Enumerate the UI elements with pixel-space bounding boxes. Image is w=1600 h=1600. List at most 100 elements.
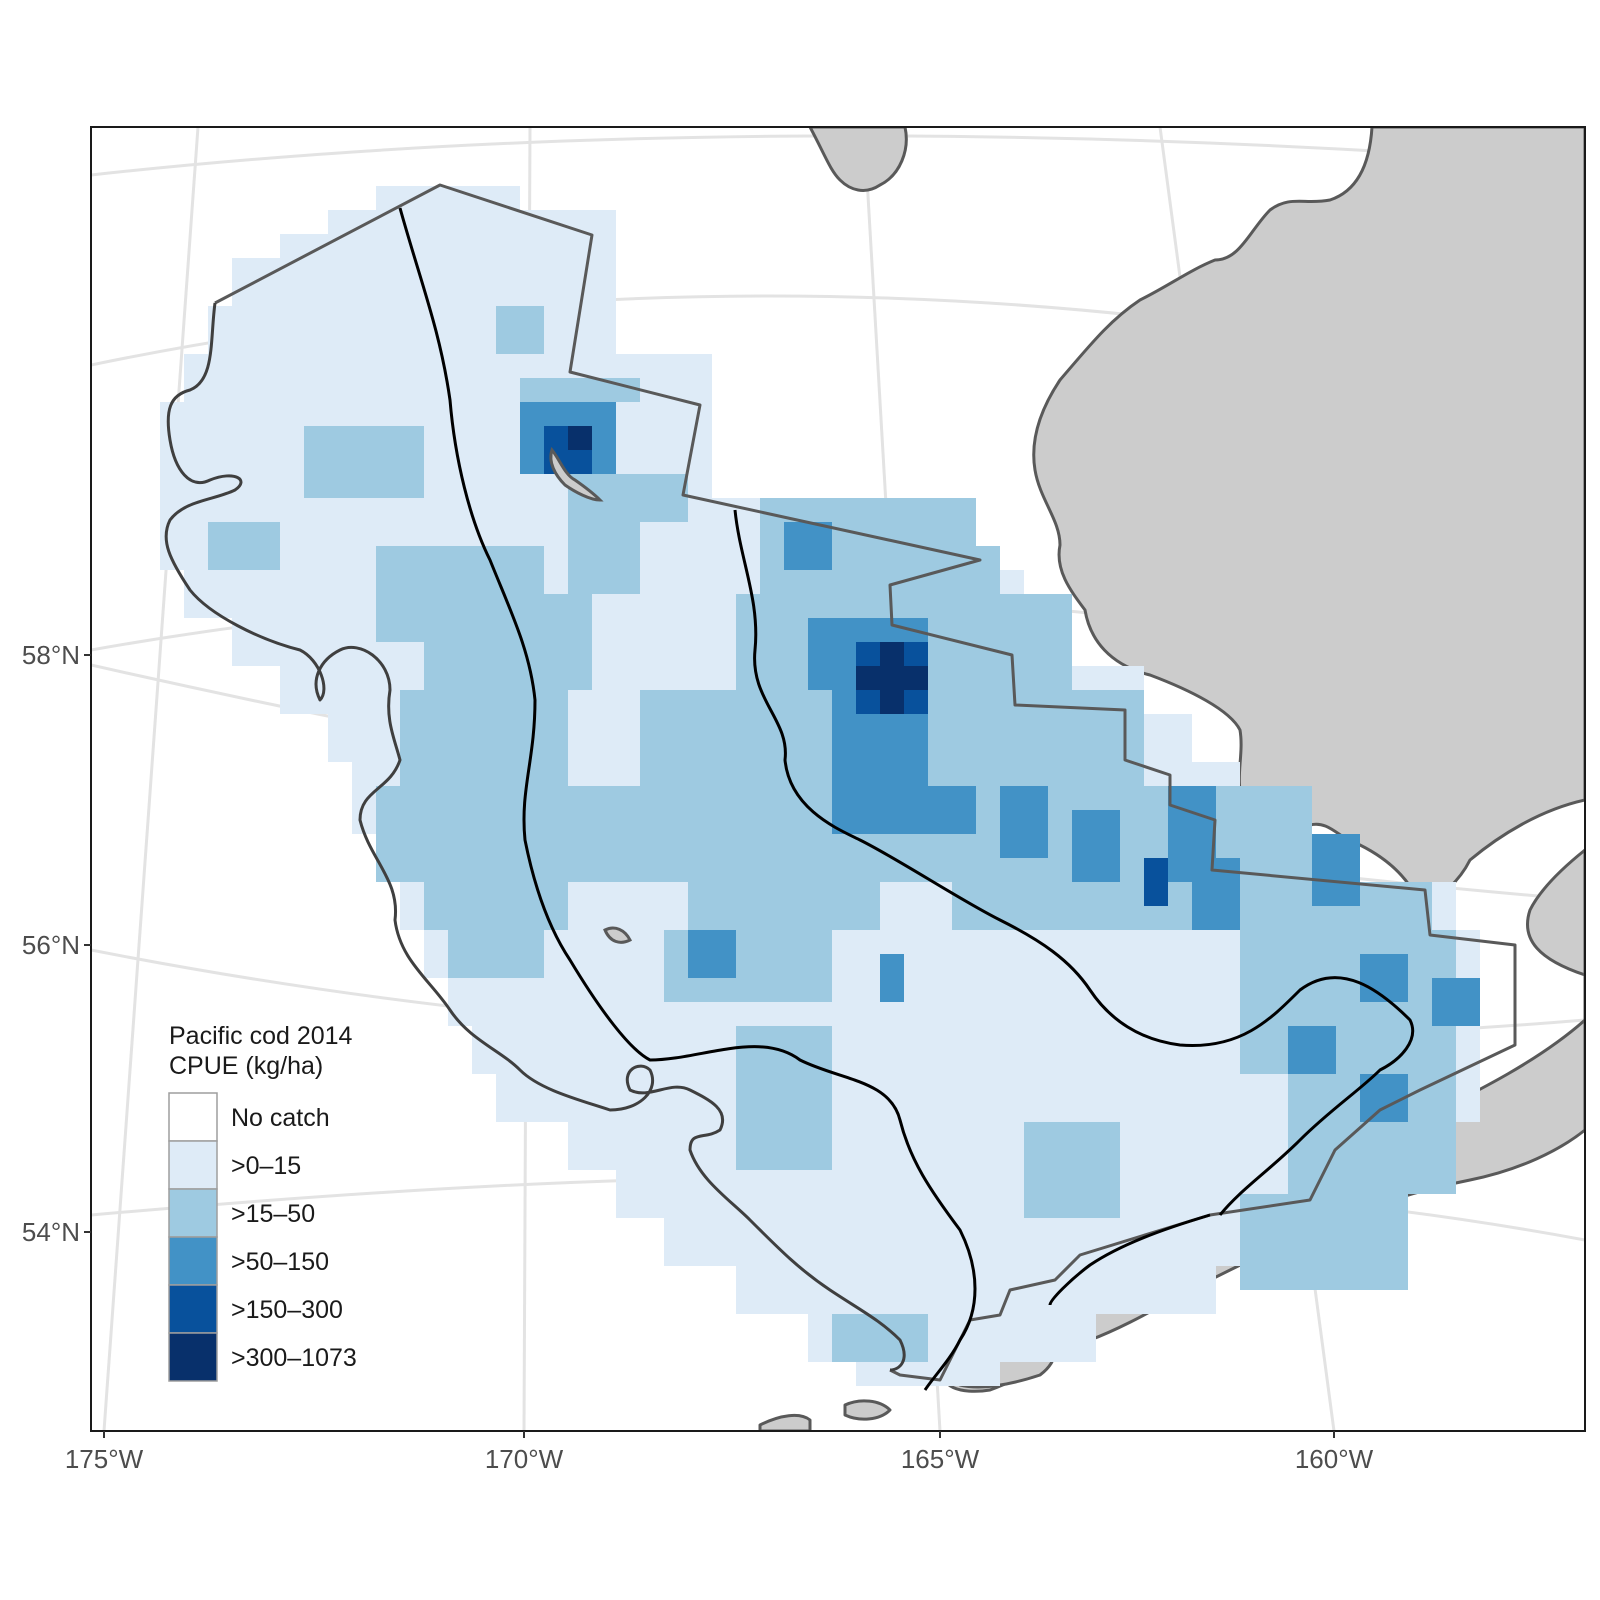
cpue-cell bbox=[448, 930, 544, 954]
cpue-cell bbox=[568, 546, 640, 570]
cpue-cell bbox=[160, 498, 856, 522]
cpue-cell bbox=[424, 642, 592, 666]
cpue-cell bbox=[568, 570, 640, 594]
cpue-cell bbox=[832, 762, 928, 786]
cpue-cell bbox=[1432, 978, 1480, 1002]
cpue-cell bbox=[184, 354, 712, 378]
cpue-cell bbox=[1024, 1146, 1120, 1170]
cpue-cell bbox=[616, 1170, 1408, 1194]
cpue-cell bbox=[424, 882, 568, 906]
cpue-cell bbox=[664, 1242, 1312, 1266]
cpue-cell bbox=[1288, 1026, 1336, 1050]
cpue-cell bbox=[664, 1218, 1312, 1242]
cpue-cell bbox=[304, 474, 424, 498]
land-aleutian-islets bbox=[758, 1413, 812, 1431]
cpue-cell bbox=[520, 378, 640, 402]
cpue-cell bbox=[784, 546, 832, 570]
cpue-cell bbox=[208, 330, 616, 354]
x-axis-label: 165°W bbox=[901, 1444, 980, 1474]
cpue-cell bbox=[400, 690, 568, 714]
cpue-cell bbox=[736, 1098, 832, 1122]
legend-title: Pacific cod 2014 bbox=[169, 1022, 353, 1050]
cpue-cell bbox=[1240, 930, 1456, 954]
cpue-cell bbox=[1144, 858, 1168, 882]
cpue-cell bbox=[880, 642, 904, 666]
depth-contours bbox=[398, 207, 1415, 1391]
land-aleutian-islets-2 bbox=[843, 1399, 892, 1421]
cpue-cell bbox=[736, 1074, 832, 1098]
cpue-cell bbox=[1192, 882, 1240, 906]
slope-edge-line bbox=[164, 302, 906, 1372]
cpue-cell bbox=[1240, 1266, 1408, 1290]
y-axis-labels: 58°N 56°N 54°N bbox=[22, 640, 80, 1247]
survey-boundary-line bbox=[214, 183, 1517, 1382]
cpue-cell bbox=[448, 954, 544, 978]
cpue-cell bbox=[1024, 1194, 1120, 1218]
pribilof-islands bbox=[549, 446, 633, 944]
cpue-cell bbox=[160, 426, 712, 450]
slope-edge bbox=[164, 302, 906, 1372]
legend-swatch bbox=[168, 1332, 218, 1382]
cpue-cell bbox=[1240, 954, 1456, 978]
cpue-cell bbox=[1072, 810, 1120, 834]
cpue-cell bbox=[568, 522, 640, 546]
cpue-cell bbox=[376, 570, 544, 594]
cpue-cell bbox=[160, 402, 712, 426]
cpue-cell bbox=[304, 426, 424, 450]
cpue-cell bbox=[160, 450, 712, 474]
cpue-cell bbox=[880, 954, 904, 978]
land-st-george-island bbox=[603, 926, 633, 944]
legend-swatch bbox=[168, 1188, 218, 1238]
cpue-cell bbox=[1024, 1122, 1120, 1146]
cpue-cell bbox=[400, 738, 568, 762]
cpue-cell bbox=[760, 498, 976, 522]
cpue-cell bbox=[424, 666, 592, 690]
cpue-cell bbox=[1360, 1074, 1408, 1098]
cpue-cell bbox=[232, 258, 616, 282]
cpue-cell bbox=[568, 426, 592, 450]
legend-label: >50–150 bbox=[231, 1248, 329, 1276]
cpue-cell bbox=[1024, 1170, 1120, 1194]
cpue-cell bbox=[424, 618, 592, 642]
cpue-cell bbox=[1168, 834, 1216, 858]
cpue-cell bbox=[1000, 834, 1048, 858]
cpue-cell bbox=[1288, 1146, 1456, 1170]
cpue-cell bbox=[304, 450, 424, 474]
legend-label: >0–15 bbox=[231, 1152, 301, 1180]
cpue-cell bbox=[832, 1338, 928, 1362]
cpue-cell bbox=[832, 810, 976, 834]
graticule-parallel-60 bbox=[91, 134, 1585, 177]
contour-outer-shelf bbox=[733, 509, 1415, 1216]
x-axis-label: 160°W bbox=[1295, 1444, 1374, 1474]
cpue-cell bbox=[496, 330, 544, 354]
cpue-cell bbox=[688, 882, 880, 906]
cpue-cell bbox=[1312, 834, 1360, 858]
cpue-cell bbox=[400, 714, 568, 738]
land-alaska-mainland bbox=[1032, 127, 1585, 907]
cpue-cell bbox=[1312, 882, 1360, 906]
legend-swatch bbox=[168, 1236, 218, 1286]
cpue-cell bbox=[832, 1314, 928, 1338]
cpue-cell bbox=[664, 978, 832, 1002]
legend-label: >15–50 bbox=[231, 1200, 315, 1228]
cpue-cell bbox=[1000, 786, 1048, 810]
cpue-cell bbox=[1240, 1050, 1456, 1074]
cpue-cell bbox=[208, 306, 616, 330]
cpue-cell bbox=[832, 738, 928, 762]
legend-swatch bbox=[168, 1140, 218, 1190]
cpue-cell bbox=[880, 690, 904, 714]
cpue-cell bbox=[736, 1050, 832, 1074]
legend: Pacific cod 2014 CPUE (kg/ha) No catch >0… bbox=[168, 1022, 357, 1382]
legend-subtitle: CPUE (kg/ha) bbox=[169, 1052, 323, 1080]
cpue-cell bbox=[736, 594, 1072, 618]
cpue-cell bbox=[376, 810, 664, 834]
cpue-cell bbox=[1072, 834, 1120, 858]
land-alaska-peninsula-tip bbox=[1525, 848, 1585, 977]
cpue-cell bbox=[1240, 1242, 1408, 1266]
legend-keys: No catch >0–15 >15–50 >50–150 >150–300 >300–1… bbox=[168, 1092, 357, 1382]
cpue-cell bbox=[880, 978, 904, 1002]
cpue-cell bbox=[832, 786, 976, 810]
cpue-cell bbox=[856, 666, 928, 690]
contour-shelf-edge bbox=[1048, 1213, 1211, 1306]
